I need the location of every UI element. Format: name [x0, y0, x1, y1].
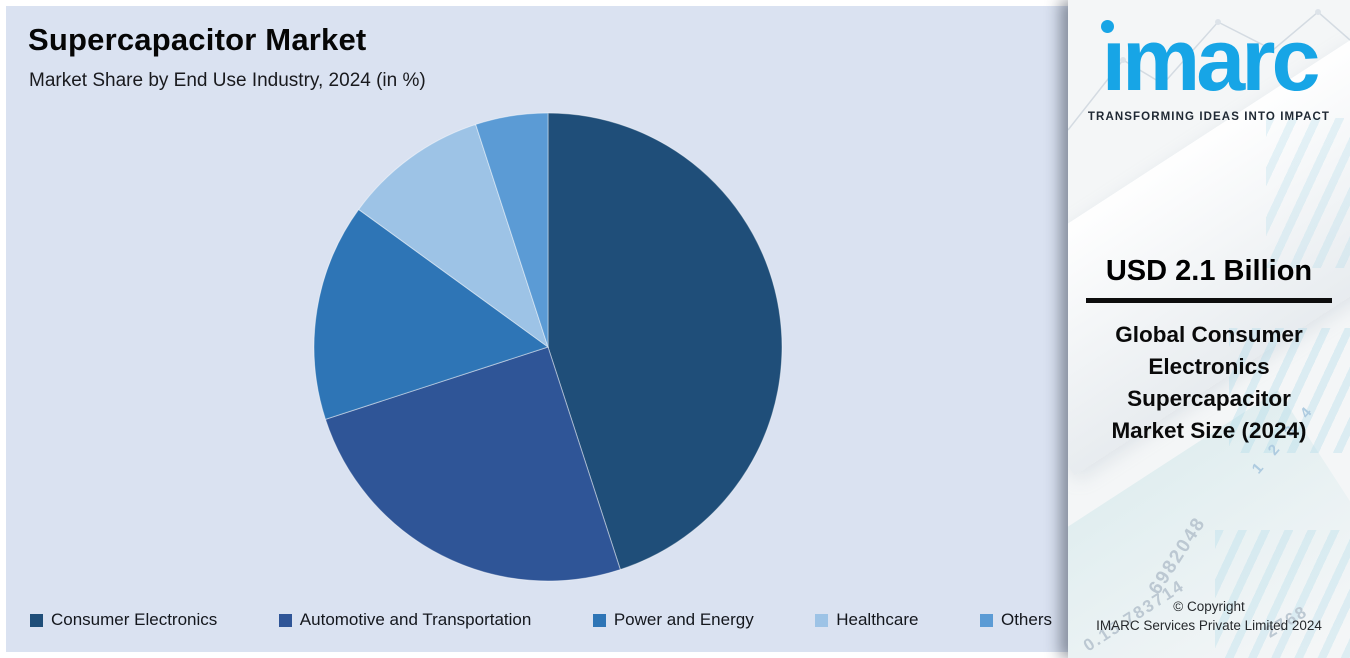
decor-bar-stripes [1229, 328, 1350, 453]
chart-subtitle: Market Share by End Use Industry, 2024 (… [29, 70, 426, 91]
legend-label: Others [1000, 610, 1052, 629]
copyright-notice: © Copyright IMARC Services Private Limit… [1068, 598, 1350, 636]
copyright-line2: IMARC Services Private Limited 2024 [1096, 618, 1322, 634]
market-size-value: USD 2.1 Billion [1105, 255, 1313, 287]
legend-swatch-icon [278, 613, 292, 627]
chart-legend: Consumer Electronics Automotive and Trans… [30, 610, 1052, 630]
copyright-line1: © Copyright [1173, 599, 1245, 615]
market-size-callout: USD 2.1 Billion Global Consumer Electron… [1084, 255, 1334, 447]
pie-slice-automotive-and-transportation [324, 346, 621, 582]
pie-slice-consumer-electronics [547, 112, 783, 571]
legend-label: Automotive and Transportation [299, 610, 532, 629]
legend-label: Power and Energy [613, 610, 754, 629]
legend-item-others: Others [979, 610, 1052, 630]
legend-item-power-and-energy: Power and Energy [592, 610, 754, 630]
legend-swatch-icon [592, 613, 606, 627]
legend-swatch-icon [979, 613, 993, 627]
pie-slice-power-and-energy [313, 208, 550, 420]
decor-bar-stripes [1266, 118, 1350, 268]
legend-swatch-icon [815, 613, 829, 627]
decor-bar-stripes [1215, 530, 1350, 658]
legend-label: Consumer Electronics [51, 610, 218, 629]
legend-item-consumer-electronics: Consumer Electronics [30, 610, 217, 630]
brand-tagline: TRANSFORMING IDEAS INTO IMPACT [1087, 111, 1331, 123]
legend-item-automotive-and-transportation: Automotive and Transportation [278, 610, 532, 630]
decor-line-chart [1068, 9, 1350, 131]
legend-swatch-icon [30, 613, 43, 627]
imarc-logo-dot-icon [1101, 20, 1114, 33]
legend-label: Healthcare [836, 610, 919, 629]
chart-panel: Supercapacitor Market Market Share by En… [6, 6, 1068, 652]
imarc-logo: ımarc [1101, 10, 1321, 109]
pie-chart [313, 112, 783, 582]
market-size-label: Global Consumer Electronics Supercapacit… [1111, 322, 1307, 443]
divider [1086, 298, 1332, 303]
pie-slice-others [475, 112, 549, 348]
pie-slice-healthcare [357, 123, 549, 349]
legend-item-healthcare: Healthcare [815, 610, 918, 630]
page-title: Supercapacitor Market [28, 22, 367, 57]
brand-sidebar: 6982048 0.15 783714 2768 1 2 3 4 ımarc TRAN… [1068, 0, 1350, 658]
